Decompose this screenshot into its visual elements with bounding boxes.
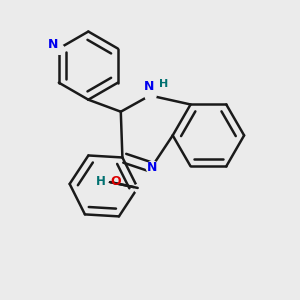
Text: H: H [96, 175, 106, 188]
Text: H: H [159, 79, 168, 89]
Text: N: N [48, 38, 58, 51]
Text: N: N [146, 161, 157, 174]
Text: O: O [110, 175, 121, 188]
Text: N: N [143, 80, 154, 93]
Text: -: - [108, 176, 112, 189]
